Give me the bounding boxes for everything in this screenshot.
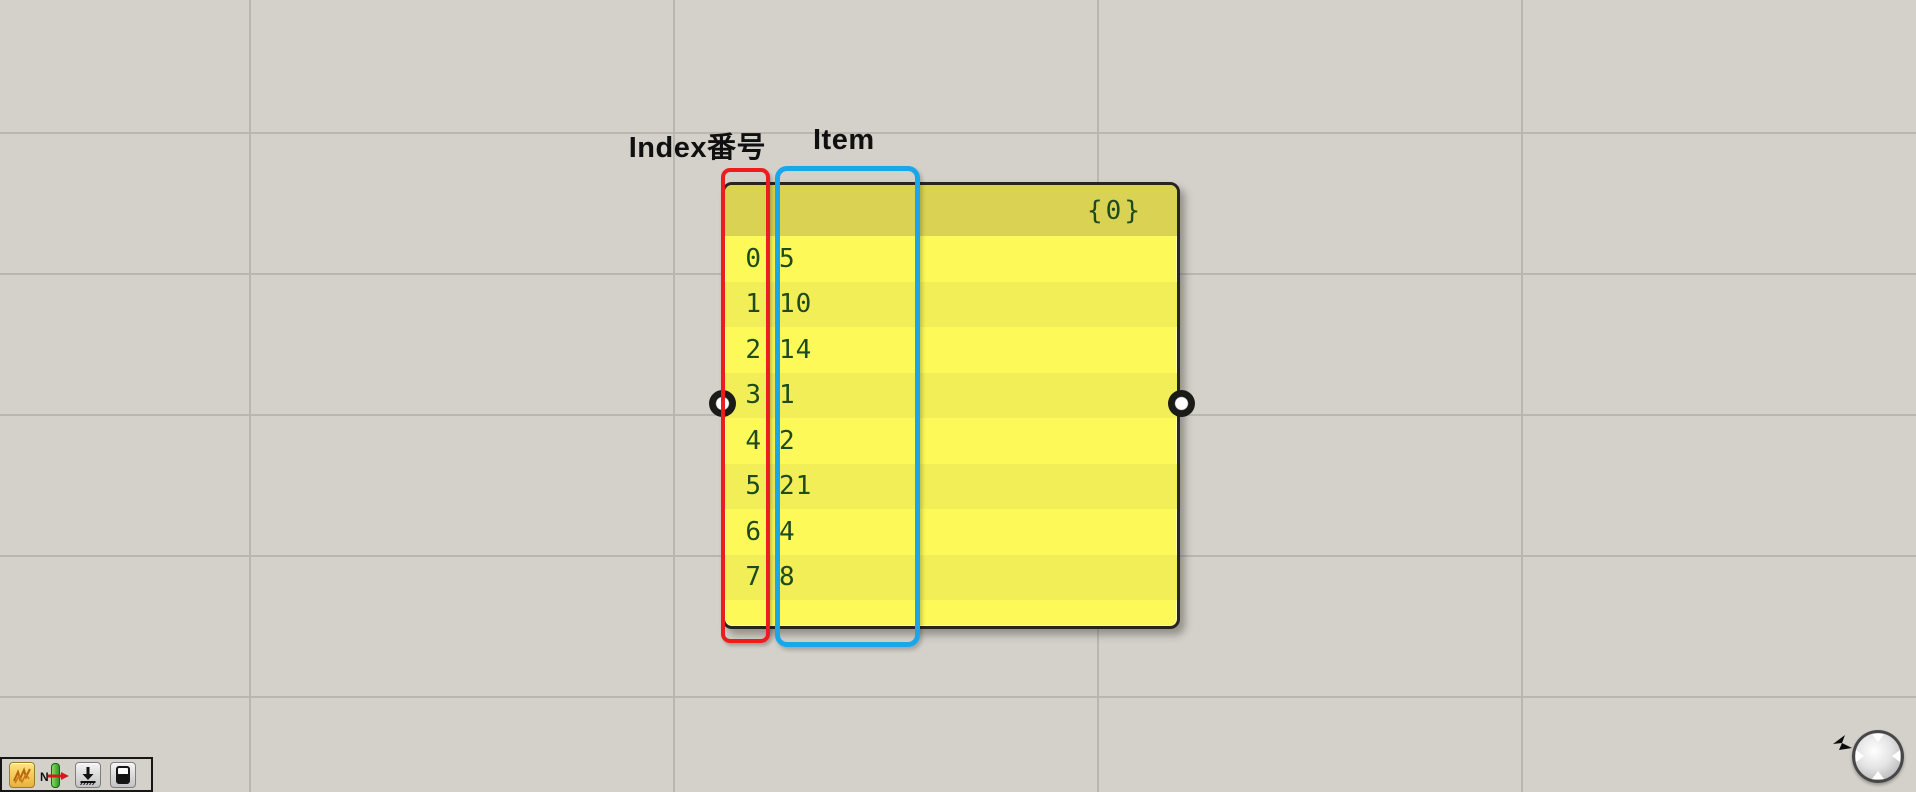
row-value: 4 bbox=[779, 516, 796, 547]
cursor-arrow-icon bbox=[1833, 735, 1852, 750]
row-value: 21 bbox=[779, 471, 813, 502]
row-index: 2 bbox=[745, 334, 762, 365]
row-value: 2 bbox=[779, 425, 796, 456]
item-column-label: Item bbox=[813, 124, 875, 156]
nav-arrows-icon bbox=[1856, 734, 1900, 779]
index-column-callout-box bbox=[721, 168, 770, 643]
panel-path-header: {0} bbox=[725, 185, 1177, 236]
panel-row: 6 4 bbox=[725, 509, 1177, 555]
row-index: 6 bbox=[745, 516, 762, 547]
sketch-scribble-icon bbox=[13, 767, 31, 784]
widget-toggle-icon bbox=[116, 766, 130, 784]
panel-output-grip[interactable] bbox=[1168, 390, 1195, 417]
row-value: 14 bbox=[779, 334, 813, 365]
row-index: 5 bbox=[745, 471, 762, 502]
drop-anchor-button[interactable] bbox=[75, 762, 101, 788]
row-index: 1 bbox=[745, 289, 762, 320]
row-value: 1 bbox=[779, 380, 796, 411]
sketch-tool-button[interactable] bbox=[9, 762, 35, 788]
red-arrow-icon bbox=[48, 772, 69, 780]
panel-row: 2 14 bbox=[725, 327, 1177, 373]
panel-row: 0 5 bbox=[725, 236, 1177, 282]
row-value: 8 bbox=[779, 562, 796, 593]
panel-rows: 0 5 1 10 2 14 3 1 4 2 5 21 6 4 7 8 bbox=[725, 236, 1177, 600]
row-value: 5 bbox=[779, 243, 796, 274]
item-column-callout-box bbox=[775, 166, 920, 647]
row-index: 3 bbox=[745, 380, 762, 411]
panel-row: 7 8 bbox=[725, 554, 1177, 600]
row-value: 10 bbox=[779, 289, 813, 320]
panel-row: 3 1 bbox=[725, 372, 1177, 418]
widget-toggle-button[interactable] bbox=[110, 762, 136, 788]
panel-path-label: {0} bbox=[1087, 195, 1143, 226]
panel-row: 4 2 bbox=[725, 418, 1177, 464]
grasshopper-panel[interactable]: {0} 0 5 1 10 2 14 3 1 4 2 5 21 6 4 bbox=[722, 182, 1180, 629]
canvas-navigation-ball[interactable] bbox=[1852, 730, 1904, 783]
panel-row: 1 10 bbox=[725, 281, 1177, 327]
row-index: 4 bbox=[745, 425, 762, 456]
index-column-label: Index番号 bbox=[628, 132, 766, 164]
panel-row: 5 21 bbox=[725, 463, 1177, 509]
canvas-toolbar: N bbox=[0, 757, 153, 792]
named-view-label: N bbox=[40, 770, 49, 784]
drop-anchor-icon bbox=[80, 766, 96, 785]
named-view-jump-button[interactable]: N bbox=[40, 763, 70, 788]
row-index: 0 bbox=[745, 243, 762, 274]
row-index: 7 bbox=[745, 562, 762, 593]
